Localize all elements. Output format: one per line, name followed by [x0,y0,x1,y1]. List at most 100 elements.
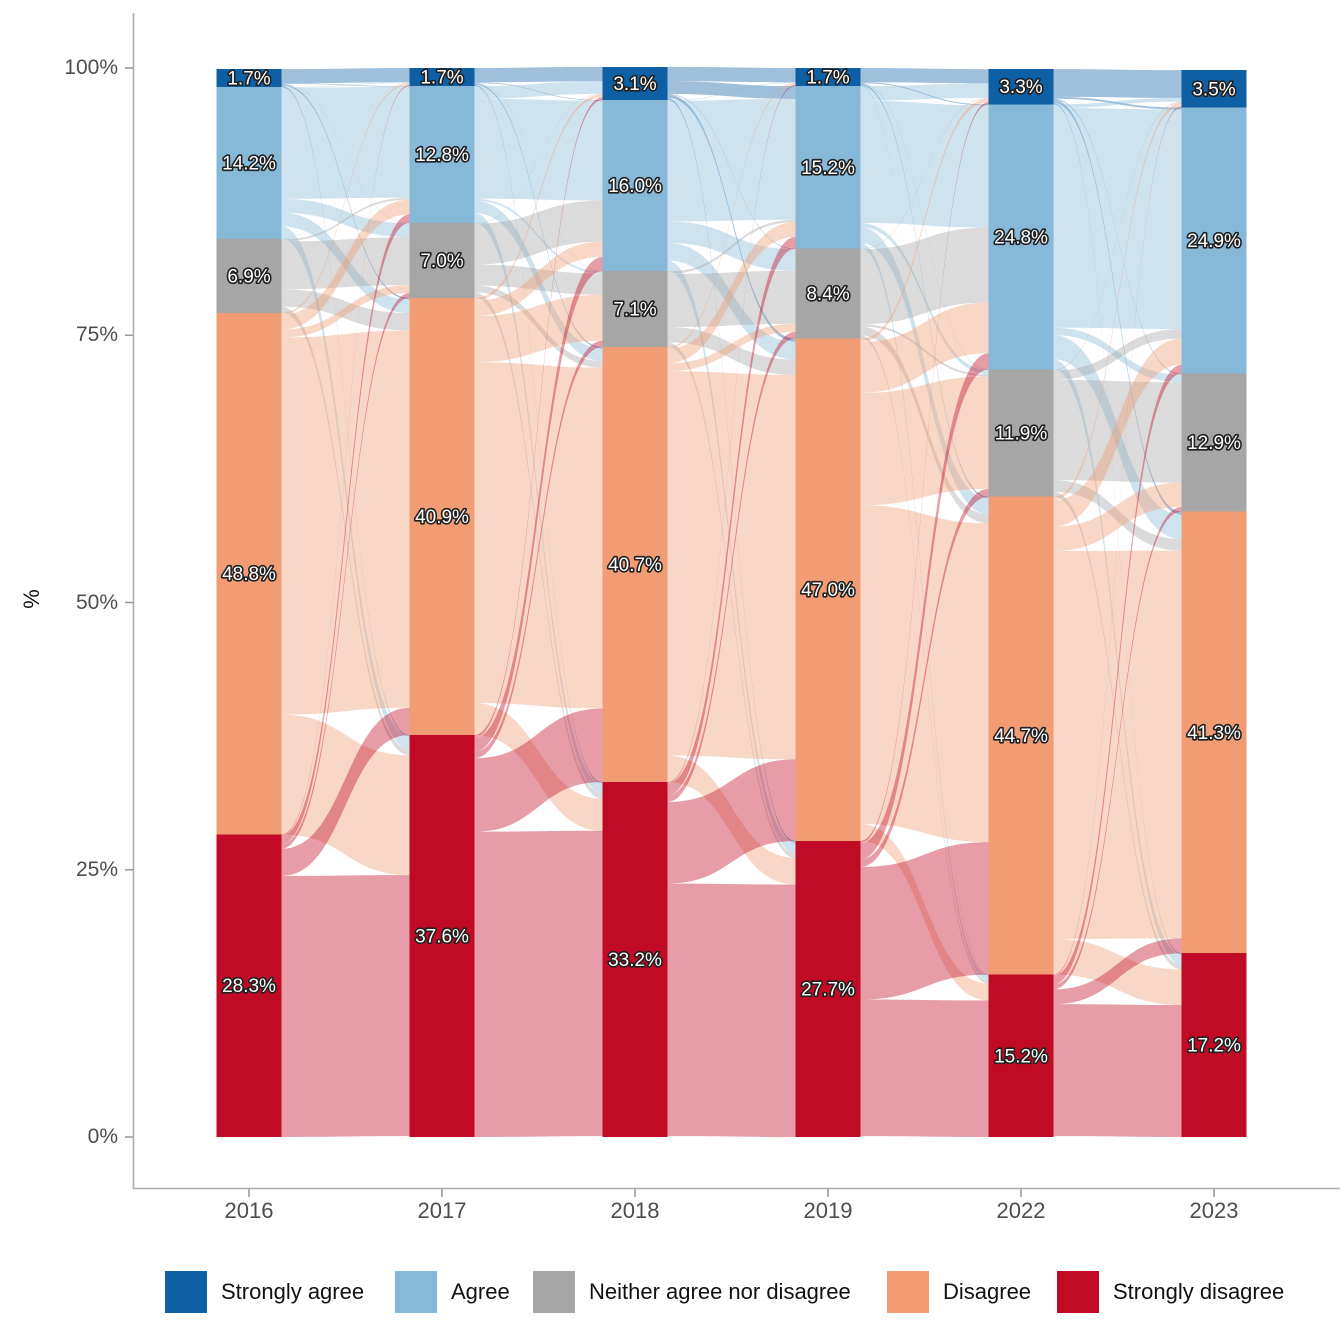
flow-ribbon [281,85,410,737]
flow-ribbon [474,82,603,272]
stratum-label: 24.8% [994,227,1048,248]
flow-ribbon [667,94,796,342]
flow-ribbon [1053,338,1182,527]
stratum-label: 16.0% [608,176,662,197]
flow-ribbon [281,68,410,84]
stratum-bar [602,271,668,348]
stratum-label: 3.3% [999,77,1042,98]
flow-ribbon [474,340,603,759]
flow-ribbon [474,703,603,831]
flow-ribbon [281,197,410,242]
flow-ribbon [281,82,410,240]
flow-ribbon [667,221,796,271]
flow-ribbon [667,83,796,349]
flow-ribbon [860,82,989,106]
flow-ribbon [860,824,989,1001]
legend-swatch-disagree [887,1271,929,1313]
stratum-bar [795,86,861,249]
flow-ribbon [1053,482,1182,552]
flow-ribbon [667,82,796,101]
stratum-bar [409,223,475,298]
y-tick-label-100: 100% [64,56,118,79]
stratum-label: 41.3% [1187,723,1241,744]
flow-ribbon [667,342,796,858]
x-tick-label-2023: 2023 [1189,1198,1239,1223]
flow-ribbon [1053,480,1182,551]
x-tick-label-2022: 2022 [996,1198,1046,1223]
y-tick-label-75: 75% [75,323,118,347]
flow-ribbon [667,219,796,274]
stratum-label: 11.9% [995,424,1048,445]
flow-ribbon [860,100,989,228]
stratum-label: 1.7% [420,68,463,89]
flow-ribbon [281,714,410,876]
stratum-label: 1.7% [227,69,270,90]
flow-ribbon [860,227,989,325]
flow-ribbon [667,323,796,372]
flow-ribbon [1053,327,1182,383]
flow-ribbon [281,875,410,1137]
stratum-bar [409,86,475,224]
legend-swatch-neither [533,1271,575,1313]
flow-ribbon [281,306,410,756]
flow-ribbon [1053,491,1182,970]
flow-ribbon [281,199,410,330]
legend-item-agree: Agree [395,1271,510,1313]
legend-item-neither: Neither agree nor disagree [533,1271,851,1313]
flow-ribbon [474,264,603,295]
stratum-label: 47.0% [801,580,855,601]
stratum-label: 7.1% [613,300,656,321]
legend-label-strongly-disagree: Strongly disagree [1113,1279,1285,1304]
flow-ribbon [474,198,603,274]
flow-ribbon [281,293,410,849]
flow-ribbon [1053,103,1182,955]
flow-ribbon [667,94,796,250]
stratum-label: 14.2% [222,154,276,175]
flow-ribbon [474,97,603,738]
flow-ribbon [860,842,989,1000]
stratum-label: 12.9% [1187,433,1241,454]
flow-ribbon [281,85,410,836]
flow-ribbon [474,81,603,99]
flow-ribbon [1053,938,1182,1005]
flow-ribbon [1053,1004,1182,1138]
x-tick-label-2016: 2016 [224,1198,274,1223]
stratum-bar [988,974,1054,1137]
flow-ribbon [281,198,410,238]
flow-ribbon [474,200,603,265]
flow-ribbon [860,376,989,506]
flow-ribbon [474,294,603,363]
stratum-label: 27.7% [801,979,855,1000]
flow-ribbon [860,335,989,984]
stratum-bar [216,87,282,240]
stratum-label: 6.9% [227,266,270,287]
legend-label-agree: Agree [451,1279,510,1304]
legend-swatch-strongly-disagree [1057,1271,1099,1313]
stratum-bar [988,496,1054,975]
stratum-label: 40.7% [608,555,662,576]
y-axis-title: % [19,589,44,609]
stratum-label: 15.2% [994,1046,1048,1067]
flow-ribbon [474,213,603,794]
stratum-label: 3.5% [1192,79,1235,100]
x-tick-label-2018: 2018 [610,1198,660,1223]
legend-swatch-agree [395,1271,437,1313]
x-tick-label-2019: 2019 [803,1198,853,1223]
flow-ribbon [667,222,796,364]
flow-ribbon [667,81,796,99]
stratum-bar [1181,511,1247,954]
stratum-bar [216,239,282,313]
flow-ribbon [860,324,989,377]
flow-ribbon [281,83,410,87]
stratum-label: 8.4% [806,284,849,305]
flow-ribbon [281,285,410,338]
flow-ribbon [1053,102,1182,501]
flow-ribbon [667,236,796,796]
legend-item-strongly-agree: Strongly agree [165,1271,364,1313]
flow-ribbon [667,98,796,222]
stratum-bar [1181,70,1247,108]
flow-ribbon [860,83,989,101]
legend-label-neither: Neither agree nor disagree [589,1279,851,1304]
stratum-bar [216,834,282,1137]
